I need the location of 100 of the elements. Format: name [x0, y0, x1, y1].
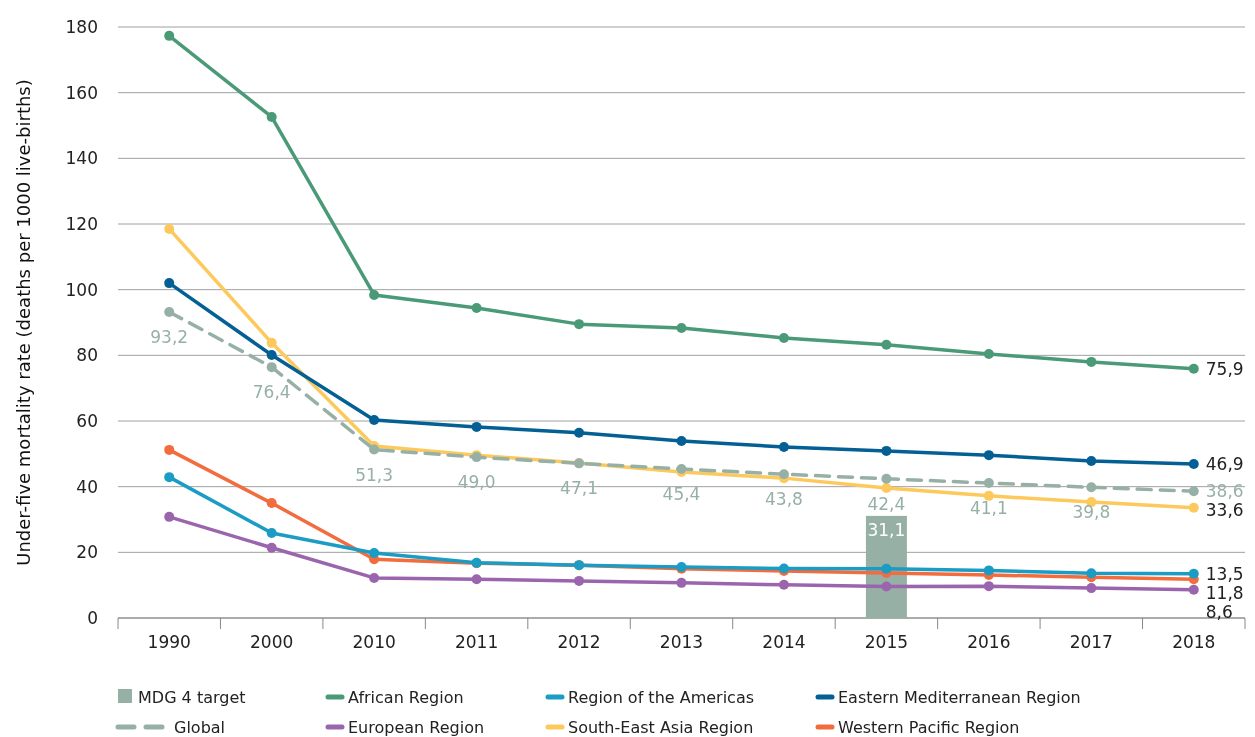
- point: [266, 337, 277, 348]
- legend-label: Western Pacific Region: [838, 718, 1020, 737]
- y-tick-label: 60: [76, 411, 98, 431]
- x-tick-label: 2015: [864, 632, 909, 652]
- point: [574, 575, 585, 586]
- y-tick-label: 180: [65, 17, 98, 37]
- point: [778, 579, 789, 590]
- data-label: 46,9: [1205, 454, 1244, 475]
- x-tick-label: 1990: [147, 632, 191, 652]
- point: [881, 563, 892, 574]
- legend-label: Region of the Americas: [568, 688, 755, 707]
- point: [471, 303, 482, 314]
- y-tick-label: 140: [65, 148, 98, 169]
- data-label: 42,4: [867, 493, 906, 514]
- point: [983, 349, 994, 360]
- point: [266, 111, 277, 122]
- data-label: 75,9: [1205, 358, 1244, 379]
- legend-label: African Region: [348, 688, 464, 707]
- point: [164, 472, 175, 483]
- y-axis-title: Under-five mortality rate (deaths per 1000 live-births): [13, 79, 34, 566]
- x-tick-label: 2011: [454, 632, 499, 652]
- legend-label: South-East Asia Region: [568, 718, 754, 737]
- point: [676, 577, 687, 588]
- data-label: 41,1: [969, 498, 1008, 519]
- legend-label: Global: [174, 718, 226, 737]
- data-label: 13,5: [1205, 563, 1244, 584]
- data-label: 43,8: [765, 489, 803, 510]
- x-tick-label: 2016: [967, 632, 1011, 652]
- point: [266, 362, 277, 373]
- legend-label: European Region: [348, 718, 485, 737]
- point: [983, 450, 994, 461]
- y-tick-label: 20: [76, 542, 98, 563]
- point: [1086, 568, 1097, 579]
- point: [164, 511, 175, 522]
- point: [881, 445, 892, 456]
- point: [1188, 459, 1199, 470]
- point: [1086, 356, 1097, 367]
- point: [881, 473, 892, 484]
- point: [471, 421, 482, 432]
- point: [369, 289, 380, 300]
- y-tick-label: 160: [65, 82, 98, 103]
- point: [778, 469, 789, 480]
- point: [676, 436, 687, 447]
- point: [778, 332, 789, 343]
- point: [676, 323, 687, 334]
- point: [266, 498, 277, 509]
- point: [266, 542, 277, 553]
- point: [164, 223, 175, 234]
- point: [1086, 482, 1097, 493]
- y-tick-label: 100: [65, 279, 98, 300]
- data-label: 76,4: [252, 382, 291, 403]
- point: [164, 278, 175, 289]
- point: [574, 319, 585, 330]
- point: [369, 572, 380, 583]
- point: [164, 444, 175, 455]
- x-tick-label: 2000: [250, 632, 294, 652]
- data-label: 93,2: [150, 326, 189, 347]
- point: [1188, 584, 1199, 595]
- x-tick-label: 2013: [659, 632, 704, 652]
- x-tick-label: 2014: [762, 632, 806, 652]
- data-label: 8,6: [1205, 601, 1233, 622]
- data-label: 38,6: [1205, 481, 1244, 502]
- point: [881, 339, 892, 350]
- y-tick-label: 120: [65, 214, 98, 234]
- point: [881, 581, 892, 592]
- point: [983, 478, 994, 489]
- point: [164, 306, 175, 317]
- point: [471, 574, 482, 585]
- x-tick-label: 2018: [1172, 632, 1216, 652]
- x-tick-label: 2017: [1069, 632, 1113, 652]
- point: [881, 482, 892, 493]
- data-label: 39,8: [1072, 502, 1111, 523]
- point: [1188, 502, 1199, 513]
- point: [983, 581, 994, 592]
- data-label: 31,1: [867, 519, 906, 540]
- point: [983, 565, 994, 576]
- data-label: 11,8: [1205, 582, 1244, 603]
- data-label: 33,6: [1205, 500, 1244, 521]
- point: [164, 30, 175, 41]
- point: [369, 547, 380, 558]
- point: [1086, 456, 1097, 467]
- y-tick-label: 80: [76, 345, 98, 366]
- point: [369, 444, 380, 455]
- point: [266, 527, 277, 538]
- point: [1188, 486, 1199, 497]
- point: [266, 350, 277, 361]
- point: [983, 490, 994, 501]
- point: [1188, 568, 1199, 579]
- y-tick-label: 0: [87, 608, 98, 628]
- point: [778, 441, 789, 452]
- point: [369, 415, 380, 426]
- point: [1188, 363, 1199, 374]
- legend-label: MDG 4 target: [138, 688, 246, 707]
- point: [1086, 583, 1097, 594]
- data-label: 51,3: [355, 464, 394, 485]
- x-tick-label: 2012: [557, 632, 601, 652]
- point: [574, 427, 585, 438]
- x-tick-label: 2010: [352, 632, 396, 652]
- legend-label: Eastern Mediterranean Region: [838, 688, 1081, 707]
- data-label: 45,4: [662, 483, 701, 504]
